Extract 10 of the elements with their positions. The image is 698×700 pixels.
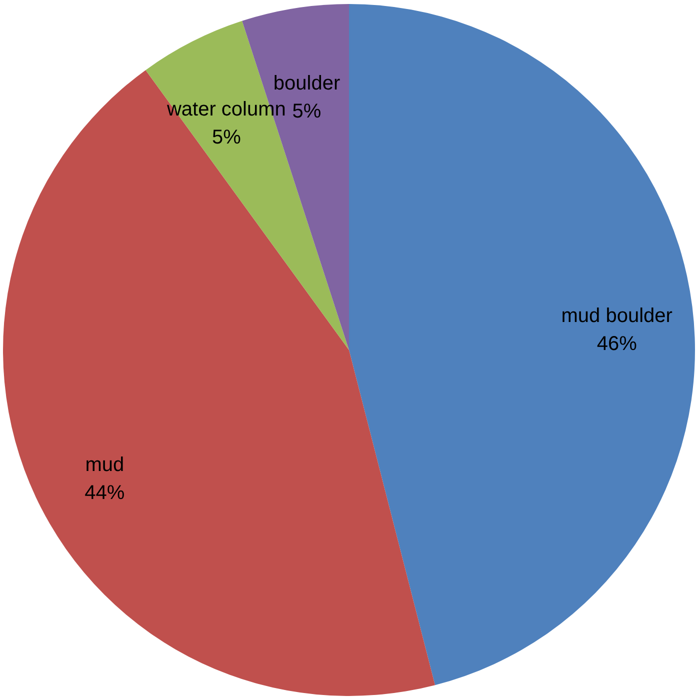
slice-label: boulder <box>273 72 340 94</box>
data-label: 46% <box>596 333 638 356</box>
data-label: 5% <box>212 126 242 148</box>
data-label: 5% <box>292 100 322 122</box>
pie-slice <box>349 4 694 686</box>
slice-label: mud boulder <box>561 305 673 328</box>
pie-slice <box>146 20 349 350</box>
data-label: 44% <box>84 482 125 504</box>
pie-slice <box>4 70 436 696</box>
slice-label: mud <box>85 454 124 476</box>
